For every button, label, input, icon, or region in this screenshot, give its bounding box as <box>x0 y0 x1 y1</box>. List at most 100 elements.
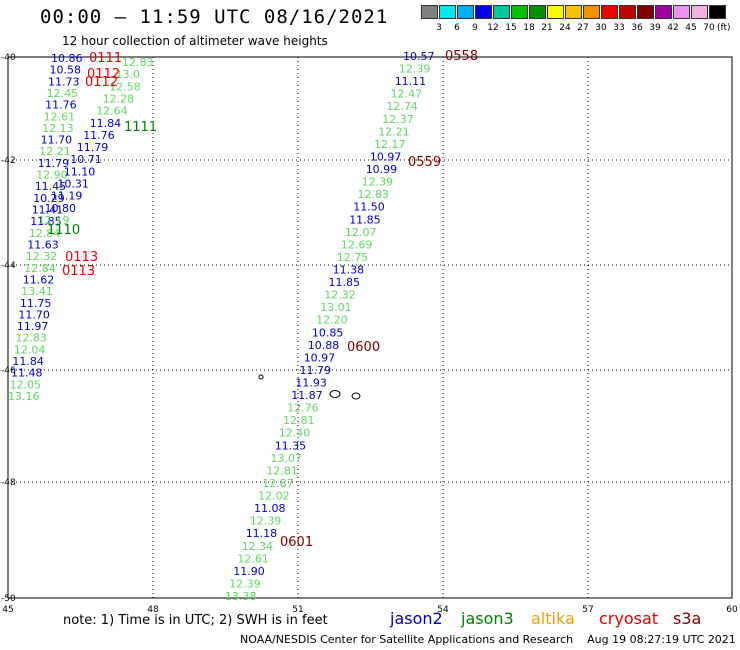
wave-height-value: 12.83 <box>122 56 154 69</box>
lat-tick-label: -42 <box>1 156 16 166</box>
wave-height-value: 10.57 <box>403 50 435 63</box>
wave-height-value: 12.87 <box>262 477 294 490</box>
lat-tick-label: -46 <box>1 366 16 376</box>
wave-height-value: 11.70 <box>18 308 50 321</box>
wave-height-value: 10.99 <box>366 163 398 176</box>
wave-height-value: 13.0 <box>116 68 141 81</box>
lon-tick-label: 57 <box>582 605 593 615</box>
wave-height-value: 12.69 <box>341 238 373 251</box>
map-subtitle: 12 hour collection of altimeter wave hei… <box>62 34 328 48</box>
wave-height-value: 11.79 <box>77 141 109 154</box>
wave-height-value: 10.71 <box>70 153 102 166</box>
legend-label: 3 <box>436 23 442 33</box>
wave-height-value: 12.81 <box>283 414 315 427</box>
lon-tick-label: 60 <box>726 605 738 615</box>
footer: NOAA/NESDIS Center for Satellite Applica… <box>240 633 736 646</box>
wave-height-value: 11.45 <box>35 180 66 193</box>
wave-height-value: 12.21 <box>39 145 71 158</box>
sat-jason3: jason3 <box>461 609 514 628</box>
wave-height-value: 12.05 <box>10 378 42 391</box>
map-frame <box>7 56 733 599</box>
wave-height-value: 11.85 <box>30 215 62 228</box>
wave-height-value: 11.87 <box>291 389 323 402</box>
legend-label: 9 <box>472 23 478 33</box>
legend-swatch <box>673 5 690 19</box>
wave-height-value: 11.85 <box>349 213 381 226</box>
wave-height-value: 11.84 <box>90 117 122 130</box>
wave-height-value: 10.58 <box>50 64 82 77</box>
wave-height-value: 11.41 <box>32 204 64 217</box>
wave-height-value: 12.76 <box>287 402 319 415</box>
wave-height-value: 10.29 <box>33 192 64 205</box>
wave-height-value: 12.74 <box>386 100 418 113</box>
wave-height-value: 12.81 <box>266 464 298 477</box>
map-title: 00:00 — 11:59 UTC 08/16/2021 <box>40 6 389 28</box>
wave-height-value: 11.19 <box>51 190 83 203</box>
wave-height-value: 11.97 <box>17 320 49 333</box>
legend-swatch <box>691 5 708 19</box>
wave-height-value: 12.32 <box>26 250 58 263</box>
wave-height-value: 11.10 <box>64 165 96 178</box>
legend-label: 18 <box>523 23 535 33</box>
wave-height-value: 12.02 <box>258 490 290 503</box>
wave-height-value: 12.84 <box>24 262 56 275</box>
wave-height-value: 13.41 <box>21 285 53 298</box>
legend-swatch <box>457 5 474 19</box>
legend-label: 70 <box>703 23 715 33</box>
lat-tick-label: -40 <box>1 53 16 63</box>
lon-tick-label: 48 <box>147 605 159 615</box>
wave-height-value: 11.35 <box>275 439 307 452</box>
wave-height-value: 12.45 <box>47 87 79 100</box>
legend-swatch <box>583 5 600 19</box>
legend-swatch <box>601 5 618 19</box>
wave-height-value: 13.07 <box>271 452 303 465</box>
pass-time-label: 0111 <box>89 51 122 66</box>
wave-height-value: 12.84 <box>29 227 61 240</box>
lat-tick-label: -44 <box>1 261 16 271</box>
footer-credit: NOAA/NESDIS Center for Satellite Applica… <box>240 633 574 646</box>
wave-height-value: 11.84 <box>12 355 44 368</box>
lat-tick-label: -50 <box>1 594 16 604</box>
pass-time-label: 0113 <box>65 250 98 265</box>
wave-height-value: 11.70 <box>41 134 73 147</box>
wave-height-value: 12.83 <box>15 332 47 345</box>
wave-height-value: 12.21 <box>378 125 410 138</box>
pass-time-label: 0601 <box>280 535 313 550</box>
wave-height-value: 12.13 <box>42 122 74 135</box>
lat-tick-label: -48 <box>1 478 16 488</box>
legend-swatch <box>547 5 564 19</box>
legend-swatch <box>511 5 528 19</box>
legend-swatch <box>421 5 438 19</box>
legend-label: 36 <box>631 23 643 33</box>
pass-time-label: 0112 <box>87 67 120 82</box>
wave-height-value: 12.39 <box>362 176 394 189</box>
wave-height-value: 12.04 <box>14 343 46 356</box>
legend-label: 33 <box>613 23 625 33</box>
wave-height-value: 13.38 <box>225 590 257 603</box>
sat-jason2: jason2 <box>390 609 443 628</box>
wave-height-value: 10.85 <box>312 326 344 339</box>
legend-label: 27 <box>577 23 589 33</box>
wave-height-value: 10.97 <box>370 151 402 164</box>
note-text: note: 1) Time is in UTC; 2) SWH is in fe… <box>63 613 328 628</box>
legend-label: 15 <box>505 23 517 33</box>
wave-height-value: 10.80 <box>45 202 77 215</box>
wave-height-value: 12.20 <box>316 314 348 327</box>
island-outline <box>351 392 361 400</box>
wave-height-value: 11.75 <box>20 297 52 310</box>
wave-height-value: 12.19 <box>38 214 70 227</box>
wave-height-value: 10.86 <box>51 52 83 65</box>
island-outline <box>329 390 341 398</box>
pass-time-label: 1111 <box>124 120 157 135</box>
wave-height-value: 12.90 <box>36 169 67 182</box>
wave-height-value: 12.17 <box>374 138 406 151</box>
legend-swatch <box>439 5 456 19</box>
island-outline <box>258 374 264 380</box>
legend-label: 45 <box>685 23 697 33</box>
wave-height-value: 11.50 <box>353 201 385 214</box>
wave-height-value: 12.61 <box>44 110 76 123</box>
wave-height-value: 13.16 <box>8 390 40 403</box>
lon-tick-label: 45 <box>2 605 13 615</box>
wave-height-value: 11.85 <box>329 276 361 289</box>
pass-time-label: 0112 <box>85 75 118 90</box>
